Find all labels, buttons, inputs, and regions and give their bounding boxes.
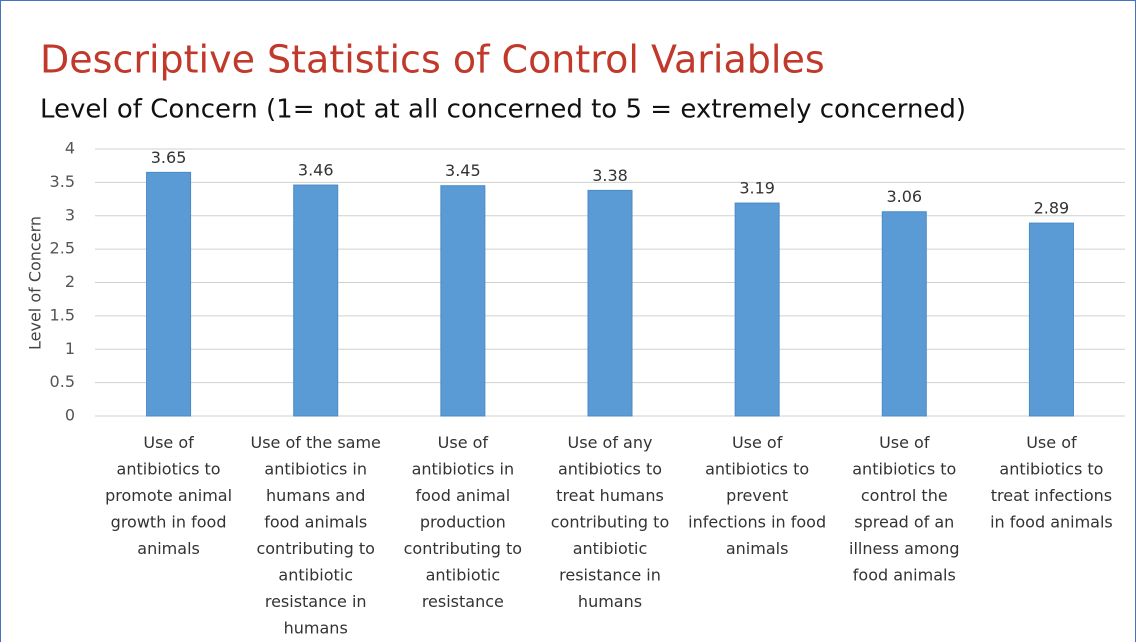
x-tick-label: Use of any antibiotics to treat humans cont…: [551, 433, 669, 611]
x-tick-label: Use of antibiotics to prevent infections in…: [688, 433, 826, 558]
category-line: antibiotics in: [412, 459, 515, 478]
bar: [881, 211, 927, 417]
value-label: 3.38: [592, 166, 628, 185]
bar: [734, 202, 780, 417]
bar: [146, 171, 192, 417]
category-line: contributing to: [551, 512, 669, 531]
category-line: prevent: [726, 486, 788, 505]
category-line: growth in food: [111, 512, 227, 531]
x-tick-label: Use of antibiotics to treat infections in f…: [990, 433, 1113, 532]
category-line: animals: [137, 539, 200, 558]
x-tick-label: Use of antibiotics to control the spread of…: [849, 433, 960, 585]
category-line: antibiotics in: [264, 459, 367, 478]
category-line: resistance in: [559, 565, 661, 584]
value-label: 3.06: [886, 187, 922, 206]
category-line: humans and: [266, 486, 365, 505]
value-label: 3.19: [739, 179, 775, 198]
category-line: control the: [861, 486, 948, 505]
y-axis-label: Level of Concern: [26, 216, 45, 350]
category-line: spread of an: [854, 512, 954, 531]
value-label: 3.46: [298, 161, 334, 180]
y-tick-label: 0.5: [50, 372, 75, 391]
y-tick-label: 0: [65, 406, 75, 425]
category-line: promote animal: [105, 486, 232, 505]
y-tick-label: 4: [65, 139, 75, 158]
category-line: Use of: [879, 433, 930, 452]
bar: [440, 185, 486, 417]
category-line: Use of: [1026, 433, 1077, 452]
category-line: food animal: [416, 486, 511, 505]
category-line: treat humans: [556, 486, 664, 505]
category-line: resistance: [422, 592, 504, 611]
category-line: animals: [726, 539, 789, 558]
category-line: humans: [284, 618, 348, 637]
bar: [587, 189, 633, 417]
bar: [293, 184, 339, 417]
category-line: antibiotic: [573, 539, 648, 558]
y-tick-label: 1.5: [50, 305, 75, 324]
chart-subtitle: Level of Concern (1= not at all concerne…: [40, 95, 966, 125]
category-line: humans: [578, 592, 642, 611]
category-line: food animals: [264, 512, 367, 531]
y-tick-label: 2: [65, 272, 75, 291]
category-line: Use of any: [568, 433, 653, 452]
category-line: antibiotics to: [558, 459, 662, 478]
x-tick-label: Use of the same antibiotics in humans and f…: [251, 433, 381, 638]
category-line: resistance in: [265, 592, 367, 611]
value-label: 3.65: [151, 148, 187, 167]
bar: [1028, 222, 1074, 417]
x-tick-label: Use of antibiotics to promote animal growth…: [105, 433, 232, 558]
value-label: 3.45: [445, 161, 481, 180]
category-line: antibiotics to: [117, 459, 221, 478]
category-line: antibiotic: [278, 565, 353, 584]
y-tick-label: 3.5: [50, 172, 75, 191]
chart-title: Descriptive Statistics of Control Variab…: [40, 38, 825, 82]
category-line: antibiotic: [426, 565, 501, 584]
category-line: infections in food: [688, 512, 826, 531]
category-line: Use of: [143, 433, 194, 452]
category-line: Use of: [732, 433, 783, 452]
category-line: illness among: [849, 539, 960, 558]
category-line: contributing to: [256, 539, 374, 558]
category-line: Use of: [438, 433, 489, 452]
category-line: production: [420, 512, 506, 531]
category-line: contributing to: [404, 539, 522, 558]
category-line: Use of the same: [251, 433, 381, 452]
category-line: antibiotics to: [705, 459, 809, 478]
y-tick-label: 3: [65, 205, 75, 224]
category-line: treat infections: [991, 486, 1112, 505]
category-line: food animals: [853, 565, 956, 584]
category-line: in food animals: [990, 512, 1113, 531]
y-tick-label: 2.5: [50, 239, 75, 258]
category-line: antibiotics to: [852, 459, 956, 478]
x-tick-label: Use of antibiotics in food animal productio…: [404, 433, 522, 611]
value-label: 2.89: [1034, 199, 1070, 218]
category-line: antibiotics to: [999, 459, 1103, 478]
y-tick-label: 1: [65, 339, 75, 358]
